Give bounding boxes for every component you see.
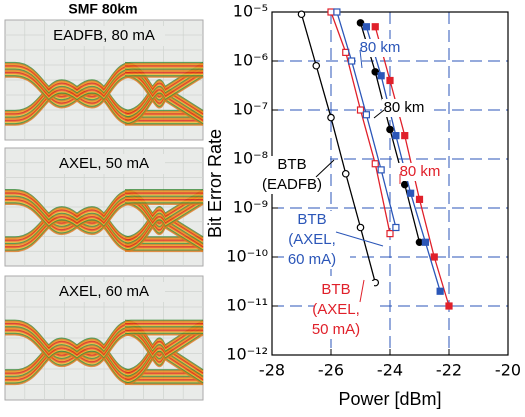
marker	[446, 303, 452, 309]
x-tick-label: -26	[318, 361, 344, 380]
eye-label: AXEL, 60 mA	[59, 283, 149, 300]
y-tick-label: 10⁻⁵	[233, 2, 268, 21]
x-tick-label: -28	[259, 361, 285, 380]
eye-label: EADFB, 80 mA	[53, 27, 155, 44]
marker	[363, 112, 369, 118]
marker	[387, 126, 393, 132]
marker	[408, 190, 414, 196]
marker	[313, 63, 319, 69]
annotation: 80 km	[384, 99, 425, 116]
marker	[372, 24, 378, 30]
marker	[343, 171, 349, 177]
marker	[334, 9, 340, 15]
marker	[328, 9, 334, 15]
marker	[416, 239, 422, 245]
annotation: BTB	[321, 281, 350, 298]
x-tick-label: -22	[436, 361, 462, 380]
marker	[372, 161, 378, 167]
annotation: 80 km	[400, 163, 441, 180]
y-tick-label: 10⁻⁸	[233, 149, 268, 168]
marker	[422, 239, 428, 245]
marker	[357, 224, 363, 230]
marker	[349, 58, 355, 64]
marker	[298, 11, 304, 17]
marker	[378, 73, 384, 79]
y-tick-label: 10⁻⁶	[233, 51, 268, 70]
marker	[417, 196, 423, 202]
marker	[431, 254, 437, 260]
marker	[372, 69, 378, 75]
y-tick-label: 10⁻⁷	[233, 100, 268, 119]
annotation: 80 km	[360, 39, 401, 56]
marker	[363, 24, 369, 30]
marker	[387, 77, 393, 83]
annotation: BTB	[277, 156, 306, 173]
marker	[357, 20, 363, 26]
marker	[358, 107, 364, 113]
annotation: (AXEL,	[288, 231, 336, 248]
x-tick-label: -20	[495, 361, 521, 380]
annotation: BTB	[297, 211, 326, 228]
figure: SMF 80km EADFB, 80 mA AXEL, 50 mA AXEL, 60…	[0, 0, 525, 417]
annotation: (AXEL,	[312, 301, 360, 318]
y-tick-label: 10⁻¹¹	[226, 296, 268, 315]
annotation: 50 mA)	[312, 321, 360, 338]
marker	[387, 231, 393, 237]
y-tick-label: 10⁻¹⁰	[226, 247, 268, 266]
eye-label: AXEL, 50 mA	[59, 155, 149, 172]
y-axis-label: Bit Error Rate	[205, 129, 225, 238]
marker	[437, 288, 443, 294]
canvas: SMF 80km EADFB, 80 mA AXEL, 50 mA AXEL, 60…	[0, 0, 525, 417]
marker	[393, 224, 399, 230]
eye-title: SMF 80km	[68, 1, 137, 17]
marker	[328, 114, 334, 120]
annotation: 60 mA)	[288, 251, 336, 268]
marker	[402, 133, 408, 139]
marker	[378, 167, 384, 173]
marker	[393, 133, 399, 139]
marker	[402, 181, 408, 187]
x-axis-label: Power [dBm]	[338, 389, 441, 409]
y-tick-label: 10⁻⁹	[233, 198, 268, 217]
annotation: (EADFB)	[262, 176, 322, 193]
x-tick-label: -24	[377, 361, 403, 380]
